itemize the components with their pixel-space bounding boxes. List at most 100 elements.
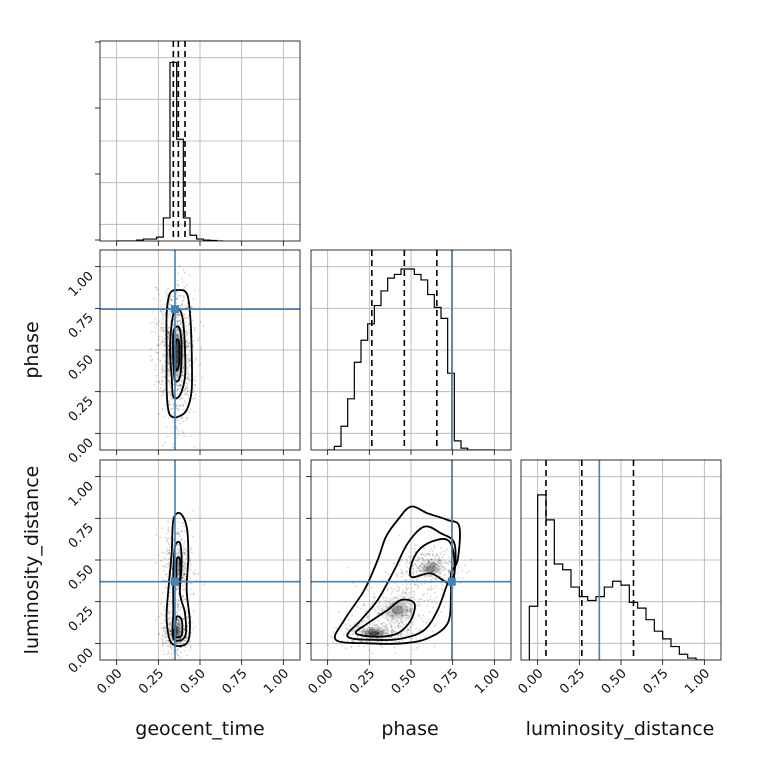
- sample-point: [171, 648, 173, 651]
- sample-point: [178, 624, 181, 627]
- sample-point: [369, 637, 372, 640]
- sample-point: [191, 571, 194, 574]
- sample-point: [168, 549, 171, 552]
- sample-point: [398, 534, 401, 537]
- sample-point: [186, 555, 188, 558]
- sample-point: [430, 558, 433, 561]
- sample-point: [429, 550, 432, 553]
- sample-point: [179, 294, 182, 297]
- sample-point: [149, 355, 152, 358]
- sample-point: [169, 621, 172, 624]
- sample-point: [430, 558, 433, 560]
- sample-point: [380, 607, 383, 610]
- sample-point: [165, 635, 168, 638]
- sample-point: [347, 628, 350, 631]
- sample-point: [176, 630, 179, 633]
- sample-point: [167, 645, 170, 648]
- sample-point: [419, 564, 422, 567]
- x-tick-label: 1.00: [682, 666, 713, 697]
- sample-point: [194, 397, 197, 400]
- sample-point: [405, 592, 408, 595]
- sample-point: [394, 630, 397, 633]
- sample-point: [439, 553, 442, 556]
- sample-point: [194, 357, 197, 359]
- sample-point: [156, 352, 159, 355]
- sample-point: [164, 375, 167, 378]
- sample-point: [185, 341, 188, 343]
- sample-point: [177, 618, 179, 621]
- sample-point: [163, 365, 166, 368]
- sample-point: [176, 569, 179, 571]
- sample-point: [186, 616, 188, 619]
- sample-point: [426, 567, 429, 570]
- sample-point: [398, 587, 401, 589]
- sample-point: [176, 388, 179, 391]
- sample-point: [161, 371, 164, 374]
- sample-point: [341, 639, 344, 642]
- sample-point: [188, 364, 191, 366]
- sample-point: [176, 393, 179, 396]
- sample-point: [401, 621, 404, 623]
- sample-point: [402, 573, 405, 576]
- sample-point: [181, 302, 183, 305]
- sample-point: [178, 628, 181, 631]
- sample-point: [169, 644, 172, 646]
- sample-point: [177, 430, 180, 433]
- sample-point: [397, 625, 400, 628]
- sample-point: [168, 330, 171, 333]
- sample-point: [381, 610, 384, 613]
- sample-point: [346, 566, 349, 569]
- sample-point: [438, 559, 441, 562]
- sample-point: [178, 626, 181, 629]
- sample-point: [189, 565, 191, 568]
- sample-point: [168, 299, 171, 302]
- density-blob: [422, 561, 440, 575]
- sample-point: [183, 642, 185, 645]
- sample-point: [398, 622, 401, 625]
- sample-point: [387, 633, 390, 636]
- sample-point: [364, 630, 367, 633]
- sample-point: [181, 334, 184, 337]
- sample-point: [175, 436, 178, 439]
- sample-point: [438, 556, 441, 558]
- sample-point: [177, 533, 180, 536]
- sample-point: [182, 355, 184, 358]
- sample-point: [150, 359, 153, 362]
- sample-point: [184, 563, 187, 566]
- sample-point: [404, 591, 407, 594]
- sample-point: [386, 627, 389, 630]
- sample-point: [187, 372, 189, 375]
- sample-point: [187, 323, 190, 326]
- sample-point: [164, 586, 167, 589]
- sample-point: [180, 387, 182, 389]
- sample-point: [190, 646, 193, 649]
- sample-point: [370, 633, 373, 636]
- sample-point: [421, 557, 424, 559]
- sample-point: [186, 625, 189, 628]
- sample-point: [166, 548, 168, 551]
- sample-point: [417, 560, 420, 563]
- sample-point: [394, 608, 397, 610]
- sample-point: [444, 574, 447, 576]
- sample-point: [398, 563, 401, 566]
- sample-point: [161, 639, 164, 641]
- sample-point: [167, 537, 170, 540]
- sample-point: [411, 603, 413, 606]
- sample-point: [161, 379, 164, 382]
- sample-point: [381, 595, 384, 598]
- sample-point: [175, 302, 178, 304]
- sample-point: [167, 639, 170, 642]
- sample-point: [193, 289, 196, 292]
- sample-point: [408, 597, 411, 600]
- sample-point: [412, 579, 415, 582]
- sample-point: [373, 607, 376, 610]
- sample-point: [435, 570, 438, 573]
- sample-point: [162, 316, 165, 319]
- sample-point: [159, 359, 162, 362]
- sample-point: [176, 313, 179, 316]
- sample-point: [416, 585, 419, 587]
- sample-point: [165, 639, 168, 642]
- sample-point: [166, 528, 169, 531]
- sample-point: [189, 559, 192, 561]
- sample-point: [164, 630, 167, 633]
